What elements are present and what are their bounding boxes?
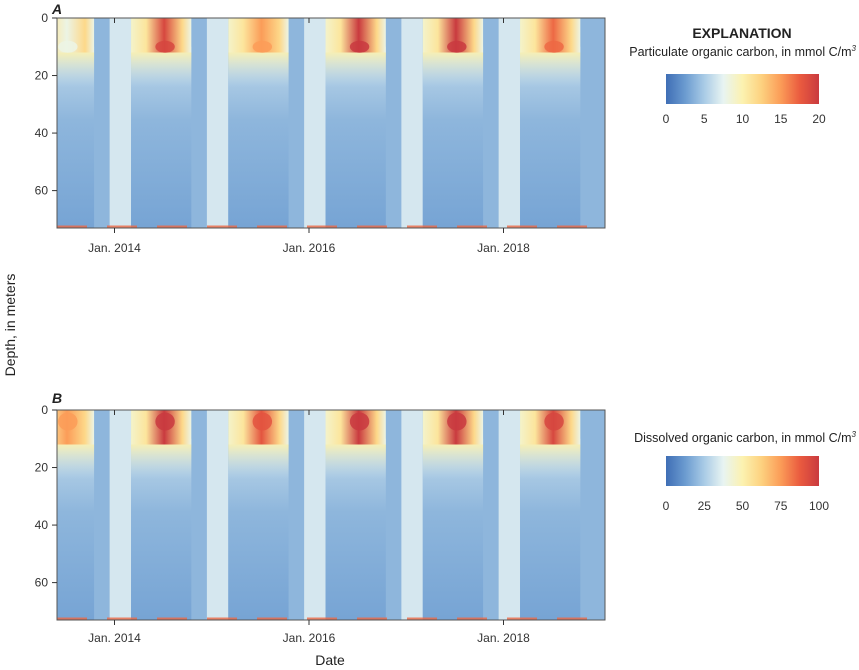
colorbar-tick-label: 20 bbox=[812, 112, 826, 126]
thermocline-fade bbox=[131, 52, 192, 88]
colorbar-b-gradient bbox=[666, 456, 819, 486]
y-axis-label: Depth, in meters bbox=[2, 274, 18, 377]
y-tick-label: 0 bbox=[41, 11, 48, 25]
panel-a-heatmap bbox=[12, 17, 606, 229]
explanation-heading: EXPLANATION bbox=[692, 25, 791, 41]
panel-a-x-ticks: Jan. 2014 Jan. 2016 Jan. 2018 bbox=[88, 18, 530, 255]
mixed-column bbox=[109, 410, 132, 620]
colorbar-a: EXPLANATION Particulate organic carbon, … bbox=[629, 25, 856, 126]
mixed-column bbox=[206, 410, 229, 620]
plot-frame bbox=[56, 17, 606, 229]
colorbar-tick-label: 75 bbox=[774, 499, 788, 513]
mixed-column bbox=[401, 18, 423, 228]
y-tick-label: 20 bbox=[35, 69, 49, 83]
x-tick-label: Jan. 2014 bbox=[88, 631, 141, 645]
bloom-peak bbox=[447, 412, 467, 431]
colorbar-tick-label: 10 bbox=[736, 112, 750, 126]
y-tick-label: 20 bbox=[35, 461, 49, 475]
bloom-peak bbox=[58, 412, 78, 431]
thermocline-fade bbox=[422, 52, 484, 88]
panel-b-label: B bbox=[52, 390, 62, 406]
panel-a: A 0 20 40 60 Jan. 2014 Jan. 2016 Jan. 2018 bbox=[12, 1, 606, 255]
bloom-peak bbox=[155, 412, 175, 431]
colorbar-a-title: Particulate organic carbon, in mmol C/m3 bbox=[629, 44, 856, 59]
bloom-peak bbox=[349, 40, 370, 53]
y-tick-label: 0 bbox=[41, 403, 48, 417]
bloom-peak bbox=[544, 40, 564, 53]
y-tick-label: 60 bbox=[35, 576, 49, 590]
colorbar-a-gradient bbox=[666, 74, 819, 104]
thermocline-fade bbox=[520, 444, 581, 480]
bloom-peak bbox=[58, 40, 78, 53]
thermocline-fade bbox=[325, 444, 386, 480]
panel-b-x-ticks: Jan. 2014 Jan. 2016 Jan. 2018 bbox=[88, 410, 530, 645]
colorbar-tick-label: 100 bbox=[809, 499, 829, 513]
colorbar-tick-label: 5 bbox=[701, 112, 708, 126]
x-tick-label: Jan. 2018 bbox=[477, 631, 530, 645]
x-axis-label: Date bbox=[315, 652, 345, 668]
panel-b-heatmap bbox=[12, 409, 606, 621]
colorbar-tick-label: 25 bbox=[698, 499, 712, 513]
colorbar-b: Dissolved organic carbon, in mmol C/m3 0… bbox=[634, 430, 856, 513]
thermocline-fade bbox=[57, 444, 95, 480]
x-tick-label: Jan. 2016 bbox=[283, 631, 336, 645]
colorbar-tick-label: 0 bbox=[663, 499, 670, 513]
colorbar-b-title: Dissolved organic carbon, in mmol C/m3 bbox=[634, 430, 856, 445]
y-tick-label: 40 bbox=[35, 126, 49, 140]
mixed-column bbox=[401, 410, 423, 620]
mixed-column bbox=[498, 18, 521, 228]
thermocline-fade bbox=[228, 52, 289, 88]
bloom-peak bbox=[349, 412, 370, 431]
x-tick-label: Jan. 2018 bbox=[477, 241, 530, 255]
mixed-column bbox=[12, 410, 33, 620]
plot-frame bbox=[56, 409, 606, 621]
y-tick-label: 60 bbox=[35, 184, 49, 198]
panel-b-y-ticks: 0 20 40 60 bbox=[35, 403, 57, 590]
bloom-peak bbox=[447, 40, 467, 53]
y-tick-label: 40 bbox=[35, 518, 49, 532]
bloom-peak bbox=[252, 40, 273, 53]
bloom-peak bbox=[544, 412, 564, 431]
panel-b: B 0 20 40 60 Jan. 2014 Jan. 2016 Jan. 2018 bbox=[12, 390, 606, 645]
bloom-peak bbox=[252, 412, 273, 431]
thermocline-fade bbox=[131, 444, 192, 480]
thermocline-fade bbox=[422, 444, 484, 480]
thermocline-fade bbox=[325, 52, 386, 88]
x-tick-label: Jan. 2014 bbox=[88, 241, 141, 255]
colorbar-a-ticks: 0 5 10 15 20 bbox=[663, 112, 826, 126]
thermocline-fade bbox=[228, 444, 289, 480]
x-tick-label: Jan. 2016 bbox=[283, 241, 336, 255]
mixed-column bbox=[109, 18, 132, 228]
mixed-column bbox=[12, 18, 33, 228]
colorbar-tick-label: 50 bbox=[736, 499, 750, 513]
thermocline-fade bbox=[520, 52, 581, 88]
colorbar-tick-label: 15 bbox=[774, 112, 788, 126]
mixed-column bbox=[498, 410, 521, 620]
panel-a-label: A bbox=[51, 1, 62, 17]
panel-a-y-ticks: 0 20 40 60 bbox=[35, 11, 57, 198]
thermocline-fade bbox=[57, 52, 95, 88]
mixed-column bbox=[304, 410, 326, 620]
mixed-column bbox=[304, 18, 326, 228]
bloom-peak bbox=[155, 40, 175, 53]
colorbar-tick-label: 0 bbox=[663, 112, 670, 126]
colorbar-b-ticks: 0 25 50 75 100 bbox=[663, 499, 830, 513]
mixed-column bbox=[206, 18, 229, 228]
